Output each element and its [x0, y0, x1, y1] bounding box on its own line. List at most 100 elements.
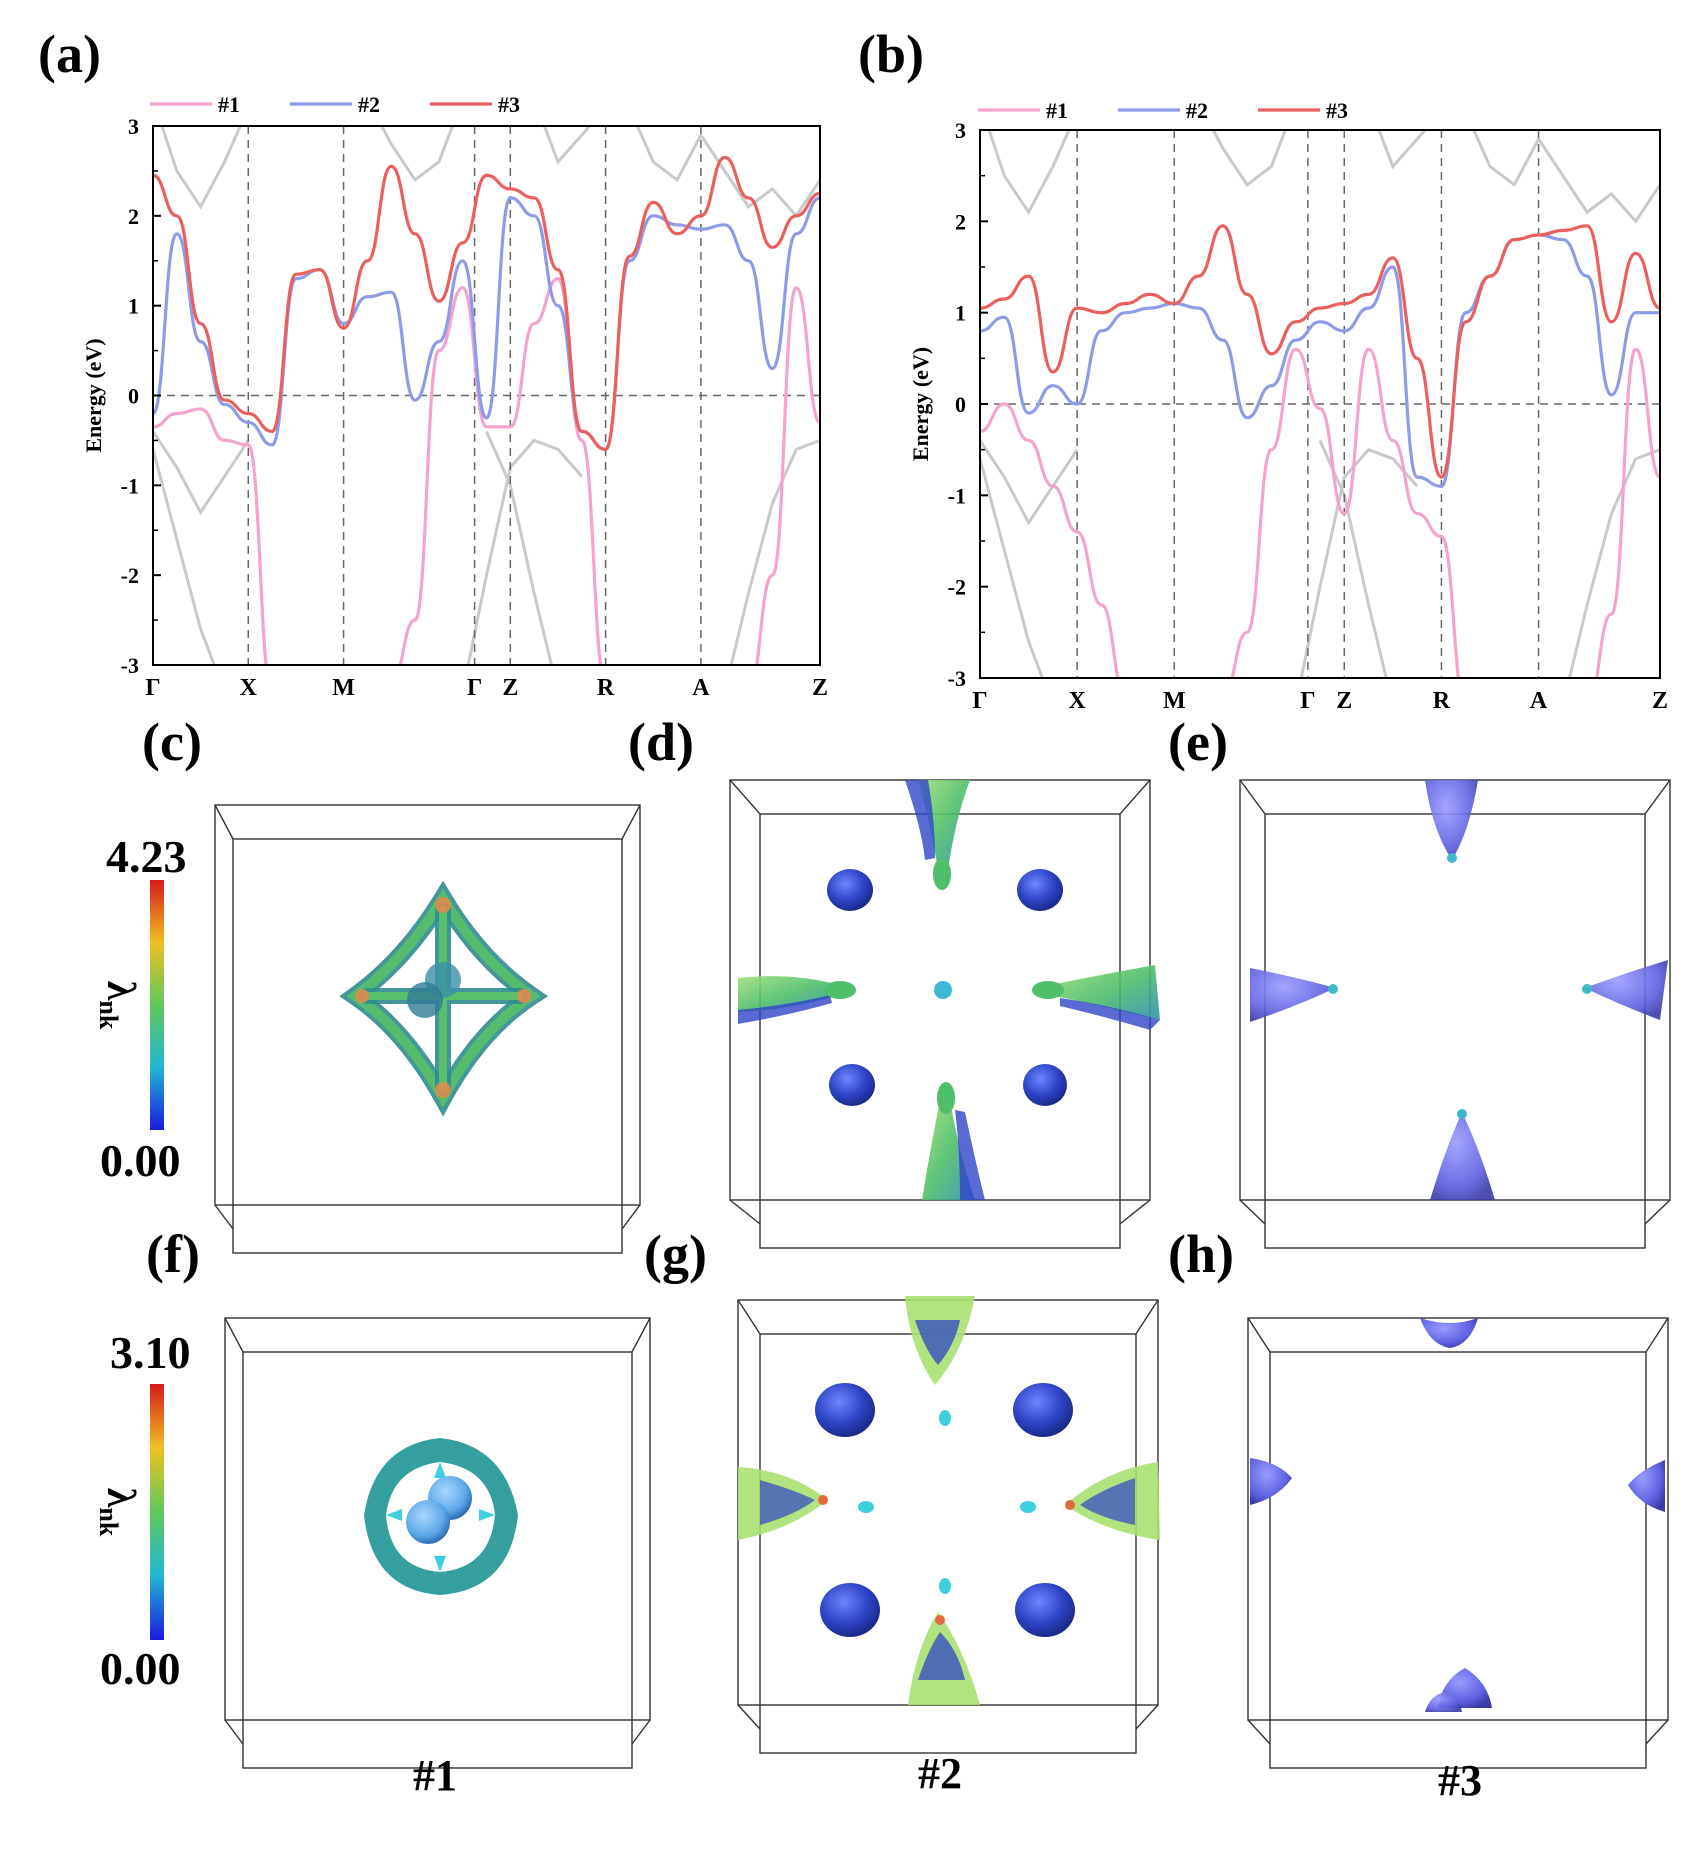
y-tick-label: -3 — [948, 666, 966, 691]
bz-box-edge — [214, 1204, 234, 1230]
band-series-2 — [980, 233, 1660, 488]
y-tick-label: -2 — [948, 575, 966, 600]
bz-box-back — [214, 804, 641, 1206]
colorbar-2: 3.10 λnk 0.00 — [94, 1327, 191, 1694]
fs-d-left-sheets — [738, 976, 856, 1024]
y-tick-label: -1 — [948, 483, 966, 508]
bz-box — [1247, 1317, 1669, 1769]
fs-f-spike — [386, 1509, 402, 1521]
bz-box-edge — [1119, 779, 1151, 815]
panel-label-b: (b) — [858, 24, 924, 84]
fermi-surface-h — [1250, 1318, 1665, 1712]
y-tick-label: -2 — [121, 563, 139, 588]
bz-box-edge — [214, 804, 234, 840]
fs-f-center-pocket — [406, 1500, 450, 1544]
fs-h-bottom-pocket — [1425, 1692, 1462, 1712]
colorbar-2-min: 0.00 — [100, 1643, 181, 1694]
bz-box-edge — [224, 1317, 244, 1353]
other-band-line — [987, 130, 1071, 216]
colorbar-2-max: 3.10 — [110, 1327, 191, 1378]
other-band-line — [466, 438, 583, 665]
fs-d-top-sheets — [905, 780, 970, 890]
fs-e-hotspot — [1582, 984, 1592, 994]
kpoint-label: X — [1068, 688, 1086, 714]
other-band-line — [153, 449, 216, 665]
fs-h-right-pocket — [1628, 1460, 1665, 1512]
bz-box-edge — [737, 1299, 761, 1335]
y-tick-label: 3 — [128, 114, 139, 139]
kpoint-label: Z — [1336, 688, 1352, 714]
y-tick-label: 3 — [955, 118, 966, 143]
fs-f-spike — [434, 1556, 446, 1572]
fs-d-right-sheets — [1032, 965, 1160, 1030]
y-tick-label: -1 — [121, 473, 139, 498]
legend-label: #2 — [1186, 98, 1208, 123]
bz-box-edge — [1644, 779, 1671, 815]
other-band-line — [542, 126, 592, 165]
other-band-line — [153, 430, 250, 516]
fs-g-small-pocket — [939, 1410, 951, 1426]
bz-box-front — [232, 838, 623, 1254]
fs-d-center-pocket — [934, 981, 952, 999]
colorbar-2-title: λnk — [94, 1488, 144, 1537]
fs-g-small-pocket — [939, 1578, 951, 1594]
fermi-surface-g — [738, 1296, 1160, 1705]
y-tick-label: 2 — [128, 204, 139, 229]
fs-g-pocket — [815, 1383, 875, 1437]
other-band-line — [1211, 130, 1287, 187]
fs-c-hotspot — [435, 1082, 451, 1098]
fs-g-right-cone — [1065, 1462, 1160, 1540]
fs-d-bottom-sheets — [922, 1082, 985, 1200]
bz-box-edge — [631, 1719, 651, 1745]
bz-box-front — [242, 1351, 633, 1769]
fs-e-hotspot — [1328, 984, 1338, 994]
fs-c-center-pocket — [407, 982, 443, 1018]
bz-box-edge — [621, 1204, 641, 1230]
fs-f-spike — [479, 1509, 495, 1521]
fs-g-pocket — [1015, 1583, 1075, 1637]
legend-label: #3 — [498, 92, 520, 117]
fs-e-right-pocket — [1585, 960, 1668, 1020]
band-series-2 — [153, 196, 820, 452]
colorbar-1-gradient — [150, 880, 164, 1130]
bz-box-edge — [737, 1704, 761, 1730]
other-band-line — [485, 430, 554, 665]
fs-e-top-pocket — [1425, 780, 1478, 860]
kpoint-label: Z — [1652, 688, 1668, 714]
colorbar-1: 4.23 λnk 0.00 — [94, 831, 187, 1186]
fs-e-left-pocket — [1250, 968, 1335, 1022]
bz-box-edge — [1247, 1719, 1271, 1745]
fs-h-top-pocket — [1420, 1318, 1478, 1348]
fs-g-small-pocket — [1020, 1501, 1036, 1513]
kpoint-label: Z — [502, 675, 518, 701]
fs-d-pocket — [827, 869, 873, 911]
bz-box-edge — [1645, 1317, 1669, 1353]
y-axis-title: Energy (eV) — [81, 338, 106, 452]
fs-d-pocket — [1017, 869, 1063, 911]
panel-label-d: (d) — [628, 712, 694, 772]
bz-box-front — [1269, 1351, 1647, 1769]
bz-box-edge — [729, 779, 761, 815]
y-tick-label: 0 — [128, 384, 139, 409]
other-band-line — [1567, 448, 1660, 678]
kpoint-label: Γ — [467, 675, 482, 701]
bz-box-edge — [1135, 1704, 1159, 1730]
other-bands — [153, 126, 820, 665]
bz-box-edge — [1135, 1299, 1159, 1335]
y-tick-label: 0 — [955, 392, 966, 417]
panel-label-a: (a) — [38, 24, 101, 84]
other-band-line — [980, 458, 1045, 678]
bottom-label-3: #3 — [1438, 1756, 1482, 1805]
kpoint-label: M — [332, 675, 355, 701]
band-series-3 — [980, 224, 1660, 479]
fermi-surface-d — [738, 780, 1160, 1200]
panel-label-e: (e) — [1168, 712, 1228, 772]
fs-f-spike — [434, 1462, 446, 1478]
bottom-label-2: #2 — [918, 1749, 962, 1798]
fs-c-hotspot — [435, 897, 451, 913]
other-band-line — [980, 439, 1079, 526]
colorbar-1-max: 4.23 — [106, 831, 187, 882]
colorbar-2-gradient — [150, 1384, 164, 1640]
